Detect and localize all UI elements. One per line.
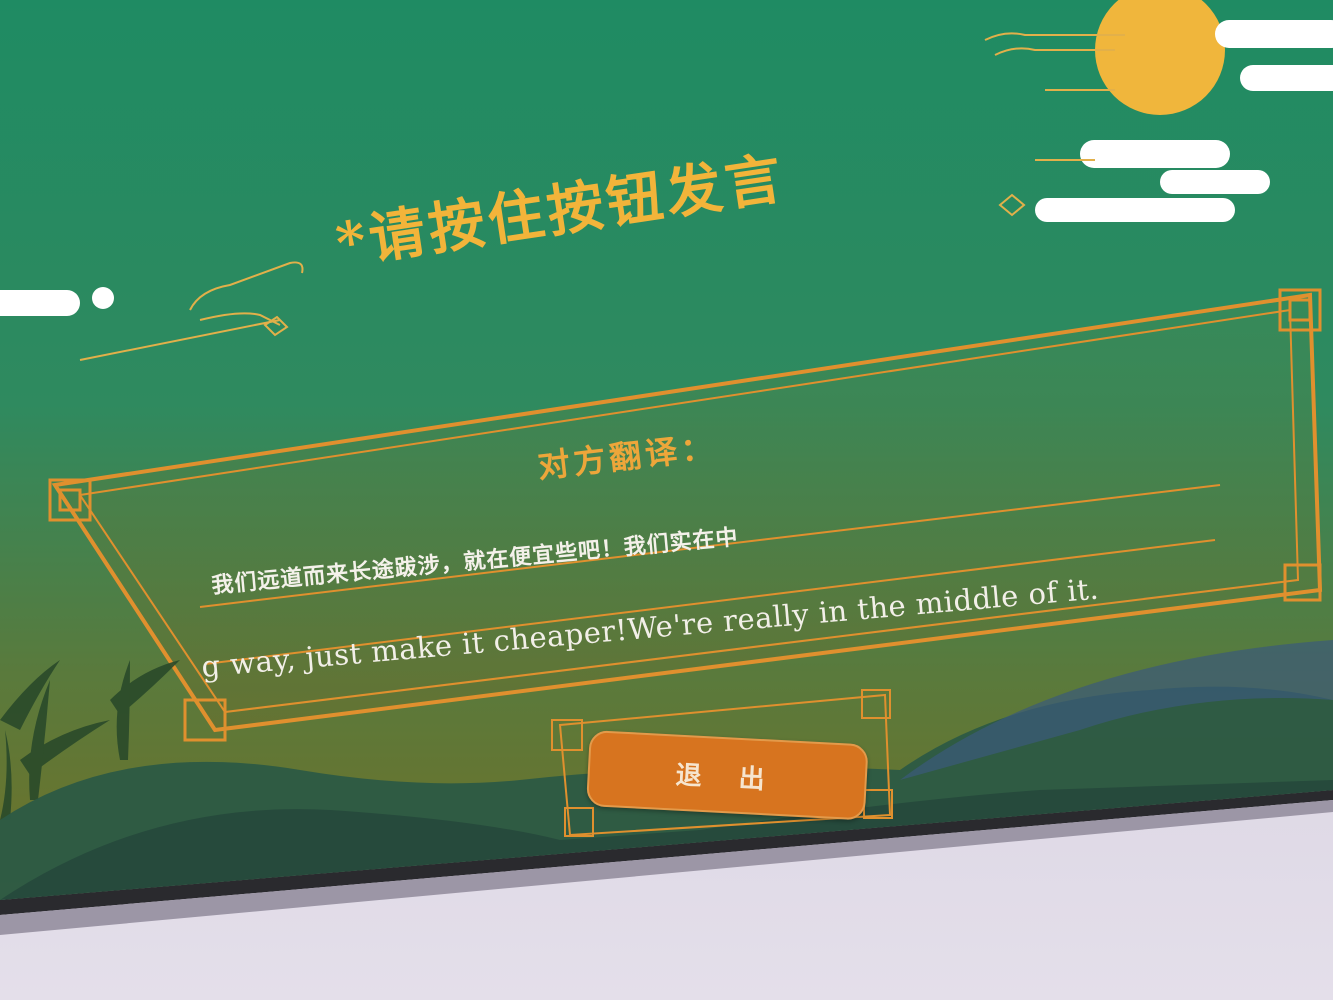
cloud-icon <box>1035 20 1333 222</box>
bamboo-icon <box>0 660 180 820</box>
cloud-icon <box>0 287 114 316</box>
exit-button[interactable]: 退 出 <box>586 730 869 821</box>
scroll-ornament-icon <box>984 32 1125 217</box>
scroll-ornament-icon <box>79 261 304 361</box>
exit-button-label: 退 出 <box>674 760 780 796</box>
translation-panel <box>48 288 1323 742</box>
moon-icon <box>1095 0 1225 115</box>
